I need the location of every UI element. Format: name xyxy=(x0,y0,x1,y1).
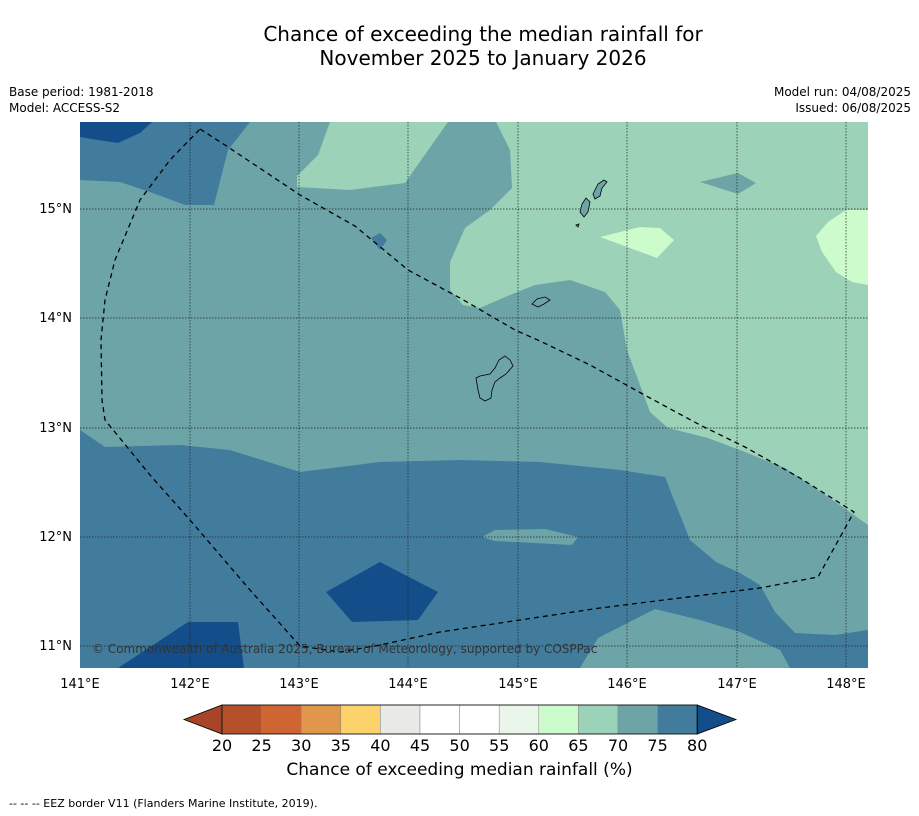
lon-label-141: 141°E xyxy=(60,677,100,692)
colorbar-segment xyxy=(498,704,540,735)
colorbar-outline xyxy=(221,704,698,735)
islands xyxy=(475,179,608,402)
gridlines xyxy=(80,122,868,668)
island-guam xyxy=(475,355,514,402)
colorbar-segment xyxy=(538,704,579,735)
longitude-labels: 141°E 142°E 143°E 144°E 145°E 146°E 147°… xyxy=(60,677,866,692)
colorbar-segment xyxy=(261,704,302,735)
model-run-date: Model run: 04/08/2025 xyxy=(773,85,911,99)
lat-label-12: 12°N xyxy=(39,530,72,545)
lat-label-15: 15°N xyxy=(39,202,72,217)
colorbar-extend-low xyxy=(182,704,223,735)
region-60-65-patch xyxy=(600,227,674,258)
colorbar-tick-label: 25 xyxy=(251,736,271,755)
colorbar-segment xyxy=(459,704,500,735)
region-60-65-east xyxy=(816,210,868,285)
lat-label-14: 14°N xyxy=(39,311,72,326)
lon-label-143: 143°E xyxy=(279,677,319,692)
colorbar-tick-label: 40 xyxy=(370,736,390,755)
model-name: Model: ACCESS-S2 xyxy=(9,101,121,115)
colorbar-tick-label: 80 xyxy=(687,736,707,755)
region-75-80-northwest xyxy=(80,122,250,205)
region-65-70-north xyxy=(297,122,448,190)
region-80-south-blob xyxy=(326,562,438,622)
colorbar-title: Chance of exceeding median rainfall (%) xyxy=(286,760,633,780)
colorbar-tick-label: 60 xyxy=(529,736,549,755)
colorbar-tick-label: 45 xyxy=(410,736,430,755)
island-rota xyxy=(531,296,551,308)
lon-label-142: 142°E xyxy=(170,677,210,692)
colorbar-tick-label: 65 xyxy=(568,736,588,755)
colorbar-segment xyxy=(419,704,460,735)
colorbar-extend-high xyxy=(696,704,738,735)
issued-date: Issued: 06/08/2025 xyxy=(795,101,911,115)
colorbar-tick-label: 20 xyxy=(212,736,232,755)
region-80-southwest xyxy=(118,622,244,668)
map-area: © Commonwealth of Australia 2025, Bureau… xyxy=(80,122,868,668)
colorbar-segment xyxy=(617,704,658,735)
meta-right: Model run: 04/08/2025 Issued: 06/08/2025 xyxy=(774,84,911,116)
lon-label-147: 147°E xyxy=(717,677,757,692)
colorbar: 20 25 30 35 40 45 50 55 60 65 70 75 80 xyxy=(182,704,738,755)
island-aguijan xyxy=(575,223,580,228)
eez-border xyxy=(100,128,855,653)
colorbar-tick-label: 50 xyxy=(449,736,469,755)
region-75-80-blob xyxy=(371,233,387,250)
colorbar-segment xyxy=(657,704,698,735)
colorbar-tick-label: 30 xyxy=(291,736,311,755)
copyright-text: © Commonwealth of Australia 2025, Bureau… xyxy=(92,642,597,656)
island-saipan xyxy=(592,179,608,200)
lon-label-145: 145°E xyxy=(498,677,538,692)
lat-label-11: 11°N xyxy=(39,639,72,654)
lon-label-144: 144°E xyxy=(388,677,428,692)
colorbar-tick-label: 55 xyxy=(489,736,509,755)
region-65-70-northeast xyxy=(450,122,868,525)
latitude-labels: 15°N 14°N 13°N 12°N 11°N xyxy=(39,202,72,654)
colorbar-tick-label: 70 xyxy=(608,736,628,755)
island-tinian xyxy=(579,197,591,218)
lon-label-146: 146°E xyxy=(607,677,647,692)
chart-title: Chance of exceeding the median rainfall … xyxy=(0,22,919,70)
region-70-75-east-edge xyxy=(862,580,868,596)
region-70-75-southeast xyxy=(580,609,790,668)
colorbar-segment xyxy=(578,704,619,735)
base-period: Base period: 1981-2018 xyxy=(9,85,154,99)
region-80-northwest xyxy=(80,122,152,143)
region-70-75-blob xyxy=(700,173,756,194)
title-line-2: November 2025 to January 2026 xyxy=(319,46,647,70)
colorbar-segment xyxy=(340,704,381,735)
title-line-1: Chance of exceeding the median rainfall … xyxy=(263,22,703,46)
colorbar-segment xyxy=(221,704,262,735)
colorbar-segment xyxy=(380,704,421,735)
colorbar-segment xyxy=(300,704,342,735)
colorbar-tick-label: 75 xyxy=(647,736,667,755)
colorbar-tick-label: 35 xyxy=(331,736,351,755)
meta-left: Base period: 1981-2018 Model: ACCESS-S2 xyxy=(9,84,154,116)
eez-footnote: -- -- -- EEZ border V11 (Flanders Marine… xyxy=(9,797,318,810)
region-75-80-south xyxy=(80,430,868,668)
lat-label-13: 13°N xyxy=(39,421,72,436)
lon-label-148: 148°E xyxy=(826,677,866,692)
